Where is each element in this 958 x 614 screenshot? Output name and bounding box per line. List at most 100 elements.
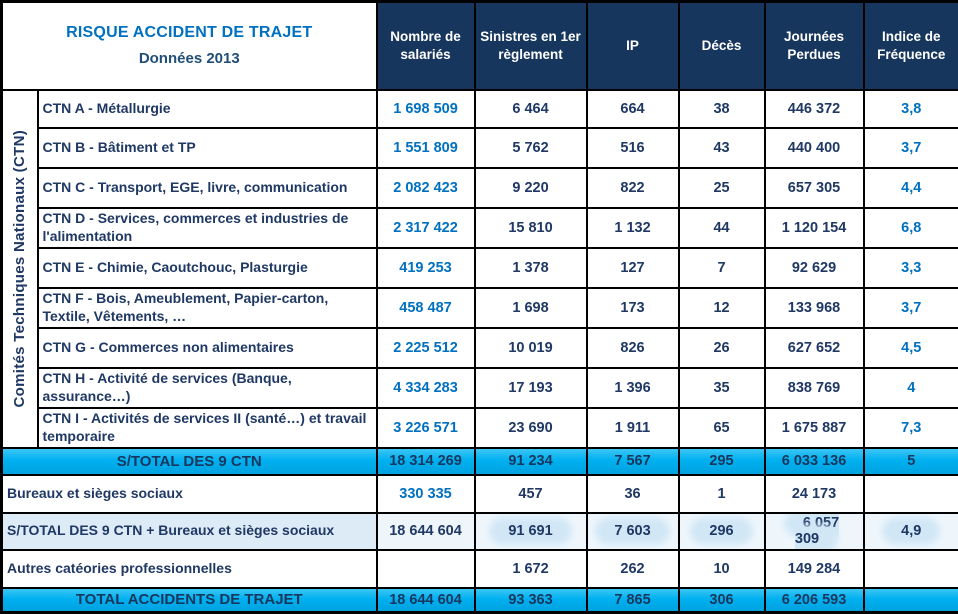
cell-ip: 516 <box>587 128 679 168</box>
cell-sinistres: 17 193 <box>475 368 587 408</box>
cell-sinistres: 15 810 <box>475 208 587 248</box>
cell-deces: 44 <box>679 208 765 248</box>
cell-indice-empty <box>864 475 958 513</box>
cell-salaries: 2 317 422 <box>377 208 475 248</box>
cell-deces: 10 <box>679 550 765 588</box>
row-label: CTN E - Chimie, Caoutchouc, Plasturgie <box>38 248 377 288</box>
cell-ip: 1 132 <box>587 208 679 248</box>
cell-sinistres: 10 019 <box>475 328 587 368</box>
cell-journees: 6 033 136 <box>765 448 864 475</box>
cell-indice: 3,7 <box>864 288 958 328</box>
cell-salaries-empty <box>377 550 475 588</box>
cell-journees: 1 120 154 <box>765 208 864 248</box>
cell-indice: 4 <box>864 368 958 408</box>
cell-ip: 7 865 <box>587 588 679 613</box>
row-label: CTN C - Transport, EGE, livre, communica… <box>38 168 377 208</box>
row-label: CTN H - Activité de services (Banque, as… <box>38 368 377 408</box>
cell-sinistres: 5 762 <box>475 128 587 168</box>
column-header-salaries: Nombre de salariés <box>377 2 475 90</box>
cell-journees: 149 284 <box>765 550 864 588</box>
cell-journees: 440 400 <box>765 128 864 168</box>
cell-journees: 133 968 <box>765 288 864 328</box>
cell-ip: 127 <box>587 248 679 288</box>
table-row: CTN C - Transport, EGE, livre, communica… <box>2 168 958 208</box>
table-row: CTN I - Activités de services II (santé…… <box>2 408 958 448</box>
cell-sinistres: 91 234 <box>475 448 587 475</box>
cell-value: 91 691 <box>494 522 566 540</box>
cell-value: 296 <box>695 522 747 540</box>
row-label: Autres catéories professionnelles <box>2 550 377 588</box>
cell-sinistres: 23 690 <box>475 408 587 448</box>
cell-deces: 7 <box>679 248 765 288</box>
cell-indice: 4,9 <box>864 513 958 550</box>
cell-deces: 295 <box>679 448 765 475</box>
cell-ip: 173 <box>587 288 679 328</box>
cell-salaries: 18 644 604 <box>377 588 475 613</box>
cell-journees: 446 372 <box>765 90 864 128</box>
cell-salaries: 1 551 809 <box>377 128 475 168</box>
cell-deces: 1 <box>679 475 765 513</box>
autres-categories-row: Autres catéories professionnelles 1 672 … <box>2 550 958 588</box>
cell-journees: 1 675 887 <box>765 408 864 448</box>
cell-journees: 627 652 <box>765 328 864 368</box>
column-header-deces: Décès <box>679 2 765 90</box>
table-title-cell: RISQUE ACCIDENT DE TRAJET Données 2013 <box>2 2 377 90</box>
column-header-ip: IP <box>587 2 679 90</box>
cell-deces: 43 <box>679 128 765 168</box>
cell-indice: 6,8 <box>864 208 958 248</box>
cell-journees: 6 057 309 <box>765 513 864 550</box>
table-row: Comités Techniques Nationaux (CTN)CTN A … <box>2 90 958 128</box>
cell-salaries: 3 226 571 <box>377 408 475 448</box>
cell-value: 7 603 <box>600 522 664 540</box>
cell-indice-empty <box>864 588 958 613</box>
cell-salaries: 2 225 512 <box>377 328 475 368</box>
cell-sinistres: 93 363 <box>475 588 587 613</box>
column-header-journees: Journées Perdues <box>765 2 864 90</box>
cell-journees: 838 769 <box>765 368 864 408</box>
cell-indice: 3,3 <box>864 248 958 288</box>
cell-deces: 65 <box>679 408 765 448</box>
column-header-indice: Indice de Fréquence <box>864 2 958 90</box>
totals-body: S/TOTAL DES 9 CTN 18 314 269 91 234 7 56… <box>2 448 958 613</box>
table-row: CTN H - Activité de services (Banque, as… <box>2 368 958 408</box>
row-label: Bureaux et sièges sociaux <box>2 475 377 513</box>
table-header: RISQUE ACCIDENT DE TRAJET Données 2013 N… <box>2 2 958 90</box>
cell-salaries: 330 335 <box>377 475 475 513</box>
bureaux-row: Bureaux et sièges sociaux 330 335 457 36… <box>2 475 958 513</box>
cell-indice: 4,4 <box>864 168 958 208</box>
cell-deces: 26 <box>679 328 765 368</box>
cell-indice: 7,3 <box>864 408 958 448</box>
cell-salaries: 4 334 283 <box>377 368 475 408</box>
row-label: CTN G - Commerces non alimentaires <box>38 328 377 368</box>
cell-ip: 1 911 <box>587 408 679 448</box>
column-header-sinistres: Sinistres en 1er règlement <box>475 2 587 90</box>
cell-ip: 826 <box>587 328 679 368</box>
sidebar-vertical-label-cell: Comités Techniques Nationaux (CTN) <box>2 90 38 448</box>
page-title: RISQUE ACCIDENT DE TRAJET <box>6 24 373 42</box>
cell-salaries: 18 644 604 <box>377 513 475 550</box>
row-label: CTN I - Activités de services II (santé…… <box>38 408 377 448</box>
cell-sinistres: 457 <box>475 475 587 513</box>
cell-indice: 5 <box>864 448 958 475</box>
row-label: CTN D - Services, commerces et industrie… <box>38 208 377 248</box>
cell-ip: 664 <box>587 90 679 128</box>
cell-salaries: 2 082 423 <box>377 168 475 208</box>
cell-journees: 92 629 <box>765 248 864 288</box>
row-label: S/TOTAL DES 9 CTN + Bureaux et sièges so… <box>2 513 377 550</box>
cell-deces: 38 <box>679 90 765 128</box>
row-label: CTN F - Bois, Ameublement, Papier-carton… <box>38 288 377 328</box>
table-row: CTN F - Bois, Ameublement, Papier-carton… <box>2 288 958 328</box>
row-label: CTN A - Métallurgie <box>38 90 377 128</box>
cell-deces: 306 <box>679 588 765 613</box>
cell-indice: 4,5 <box>864 328 958 368</box>
table-row: CTN D - Services, commerces et industrie… <box>2 208 958 248</box>
cell-ip: 7 603 <box>587 513 679 550</box>
cell-sinistres: 6 464 <box>475 90 587 128</box>
row-label: CTN B - Bâtiment et TP <box>38 128 377 168</box>
cell-value: 4,9 <box>887 522 935 540</box>
cell-value: 6 057 309 <box>789 514 839 548</box>
cell-ip: 7 567 <box>587 448 679 475</box>
